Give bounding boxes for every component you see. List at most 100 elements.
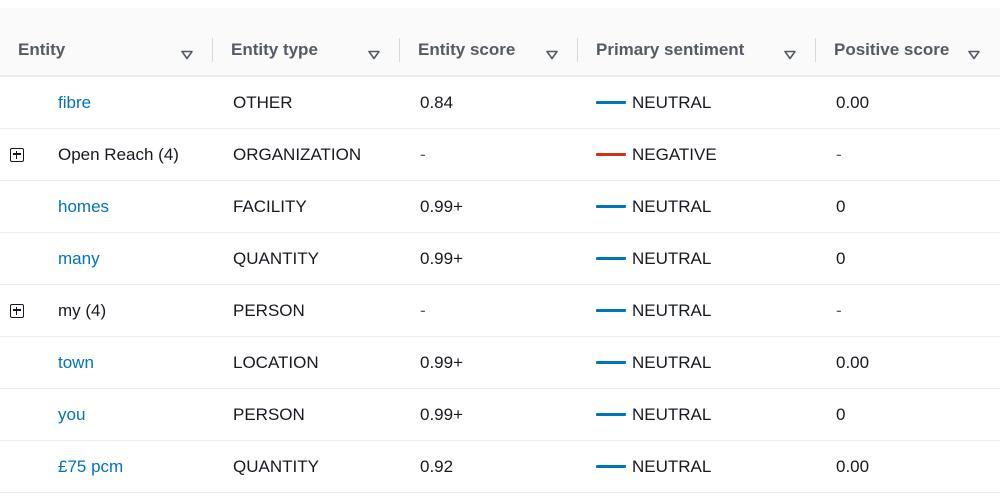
column-divider[interactable]: [212, 38, 213, 62]
sentiment-value: NEUTRAL: [632, 300, 712, 320]
column-header-entity[interactable]: Entity: [0, 24, 213, 77]
sentiment-line-icon: [596, 413, 626, 416]
table-row: fibre OTHER 0.84 NEUTRAL 0.00: [0, 76, 1000, 129]
sentiment-value: NEUTRAL: [632, 196, 712, 216]
entity-type-cell: PERSON: [213, 389, 400, 441]
sentiment-cell-inner: NEUTRAL: [578, 93, 816, 113]
entity-cell-inner: you: [0, 389, 213, 440]
entity-cell-inner: £75 pcm: [0, 441, 213, 492]
sort-icon[interactable]: [368, 45, 380, 59]
sort-icon[interactable]: [784, 45, 796, 59]
expand-slot: [10, 302, 28, 320]
entity-cell: my (4): [0, 285, 213, 337]
entity-score-value: 0.92: [420, 456, 454, 476]
entity-type-value: PERSON: [233, 404, 305, 424]
entity-cell-inner: town: [0, 337, 213, 388]
positive-score-value: 0: [836, 196, 846, 216]
column-divider[interactable]: [815, 38, 816, 62]
entity-score-cell: -: [400, 129, 578, 181]
sentiment-cell: NEUTRAL: [578, 181, 816, 233]
header-row: Entity Entity type Entity score Primary sen…: [0, 24, 1000, 77]
entity-type-value: QUANTITY: [233, 456, 319, 476]
entity-link[interactable]: town: [58, 352, 94, 372]
positive-score-cell: 0.00: [816, 337, 1000, 389]
column-header-entity-type-button[interactable]: Entity type: [213, 25, 400, 75]
entity-score-cell: 0.84: [400, 76, 578, 129]
sort-icon[interactable]: [968, 45, 980, 59]
table-body: fibre OTHER 0.84 NEUTRAL 0.00 Open Reach (4) O…: [0, 76, 1000, 493]
sentiment-value: NEUTRAL: [632, 92, 712, 112]
sentiment-cell-inner: NEUTRAL: [578, 353, 816, 373]
entity-type-value: QUANTITY: [233, 248, 319, 268]
column-header-entity-type[interactable]: Entity type: [213, 24, 400, 77]
entity-link[interactable]: fibre: [58, 92, 92, 112]
column-header-positive-score-button[interactable]: Positive score: [816, 25, 1000, 75]
sentiment-cell: NEGATIVE: [578, 129, 816, 181]
positive-score-value: 0.00: [836, 456, 870, 476]
sort-icon[interactable]: [181, 45, 193, 59]
column-header-primary-sentiment-button[interactable]: Primary sentiment: [578, 25, 816, 75]
expand-slot: [10, 146, 28, 164]
positive-score-cell: 0: [816, 389, 1000, 441]
column-header-entity-score-button[interactable]: Entity score: [400, 25, 578, 75]
positive-score-cell: 0: [816, 181, 1000, 233]
entity-score-cell: 0.92: [400, 441, 578, 493]
table-header: Entity Entity type Entity score Primary sen…: [0, 24, 1000, 77]
table-row: town LOCATION 0.99+ NEUTRAL 0.00: [0, 337, 1000, 389]
table-top-shade: [0, 8, 1000, 25]
entity-cell-inner: many: [0, 233, 213, 284]
entity-type-cell: OTHER: [213, 76, 400, 129]
column-header-positive-score[interactable]: Positive score: [816, 24, 1000, 77]
column-divider[interactable]: [577, 38, 578, 62]
column-header-label: Entity score: [418, 39, 516, 59]
entity-link[interactable]: homes: [58, 196, 110, 216]
entity-link[interactable]: you: [58, 404, 86, 424]
positive-score-value: 0: [836, 404, 846, 424]
entity-cell: many: [0, 233, 213, 285]
entity-type-cell: LOCATION: [213, 337, 400, 389]
expand-icon[interactable]: [10, 303, 24, 318]
positive-score-cell: -: [816, 129, 1000, 181]
column-header-label: Entity type: [231, 39, 318, 59]
column-header-label: Primary sentiment: [596, 39, 745, 59]
positive-score-value: 0: [836, 248, 846, 268]
expand-slot-empty: [10, 94, 28, 112]
expand-icon[interactable]: [10, 147, 24, 162]
sentiment-line-icon: [596, 309, 626, 312]
entity-type-value: OTHER: [233, 92, 293, 112]
entities-table: Entity Entity type Entity score Primary sen…: [0, 24, 1000, 493]
entity-type-value: ORGANIZATION: [233, 144, 362, 164]
positive-score-cell: -: [816, 285, 1000, 337]
entity-score-cell: 0.99+: [400, 337, 578, 389]
expand-slot-empty: [10, 250, 28, 268]
entity-cell: fibre: [0, 76, 213, 129]
entity-cell: town: [0, 337, 213, 389]
expand-slot-empty: [10, 198, 28, 216]
entity-link[interactable]: many: [58, 248, 100, 268]
entity-score-value: -: [420, 144, 426, 164]
table-row: my (4) PERSON - NEUTRAL -: [0, 285, 1000, 337]
sentiment-cell-inner: NEGATIVE: [578, 145, 816, 165]
entity-link[interactable]: £75 pcm: [58, 456, 124, 476]
column-header-entity-button[interactable]: Entity: [0, 25, 213, 75]
entity-cell: you: [0, 389, 213, 441]
entity-type-cell: QUANTITY: [213, 441, 400, 493]
entity-score-value: 0.99+: [420, 196, 464, 216]
sentiment-cell: NEUTRAL: [578, 389, 816, 441]
entity-score-cell: -: [400, 285, 578, 337]
entity-type-value: FACILITY: [233, 196, 307, 216]
entity-cell-inner: homes: [0, 181, 213, 232]
column-divider[interactable]: [399, 38, 400, 62]
sort-icon[interactable]: [546, 45, 558, 59]
column-header-entity-score[interactable]: Entity score: [400, 24, 578, 77]
sentiment-cell-inner: NEUTRAL: [578, 301, 816, 321]
sentiment-cell-inner: NEUTRAL: [578, 457, 816, 477]
sentiment-cell: NEUTRAL: [578, 337, 816, 389]
table-row: Open Reach (4) ORGANIZATION - NEGATIVE -: [0, 129, 1000, 181]
table-row: £75 pcm QUANTITY 0.92 NEUTRAL 0.00: [0, 441, 1000, 493]
expand-slot-empty: [10, 354, 28, 372]
entity-score-value: 0.99+: [420, 352, 464, 372]
entity-group-label: Open Reach (4): [58, 144, 179, 164]
entity-score-cell: 0.99+: [400, 233, 578, 285]
column-header-primary-sentiment[interactable]: Primary sentiment: [578, 24, 816, 77]
